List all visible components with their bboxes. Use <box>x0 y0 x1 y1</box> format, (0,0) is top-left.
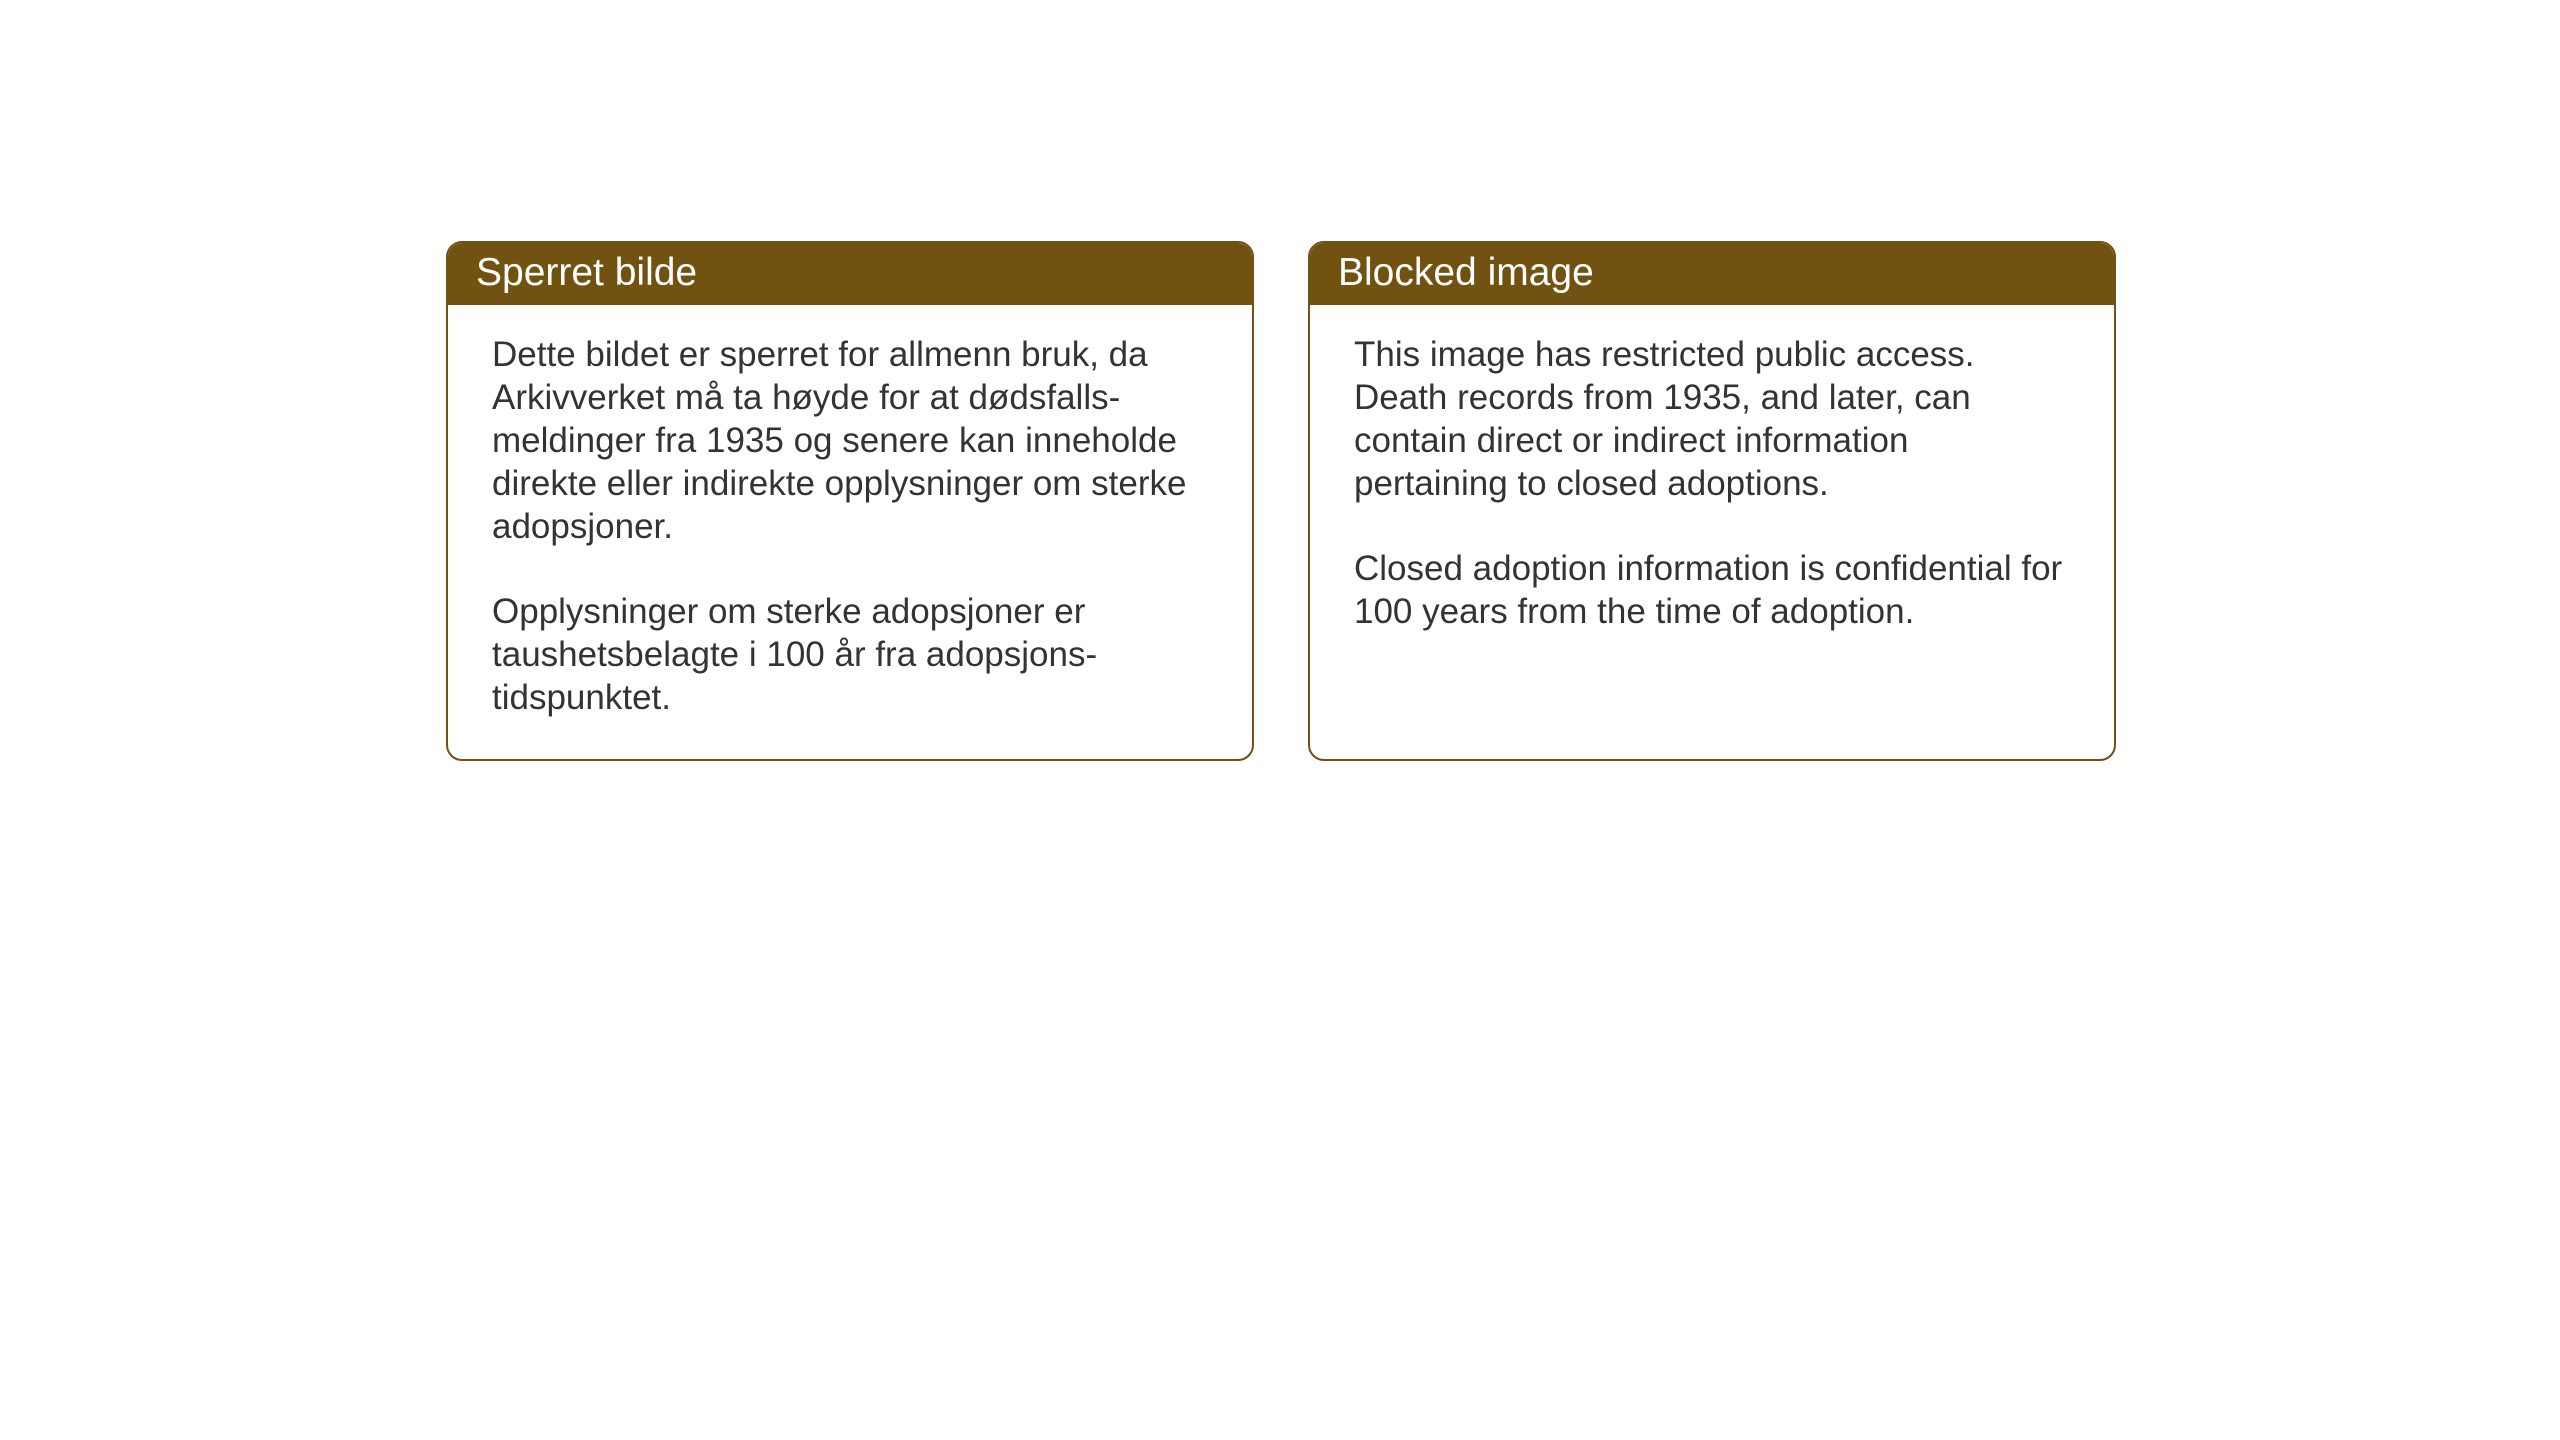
notice-paragraph-2-english: Closed adoption information is confident… <box>1354 547 2070 633</box>
notice-paragraph-2-norwegian: Opplysninger om sterke adopsjoner er tau… <box>492 590 1208 719</box>
notice-title-norwegian: Sperret bilde <box>476 251 697 294</box>
notice-body-norwegian: Dette bildet er sperret for allmenn bruk… <box>448 305 1252 759</box>
notice-header-english: Blocked image <box>1310 243 2114 305</box>
notice-header-norwegian: Sperret bilde <box>448 243 1252 305</box>
notice-paragraph-1-english: This image has restricted public access.… <box>1354 333 2070 505</box>
notice-card-norwegian: Sperret bilde Dette bildet er sperret fo… <box>446 241 1254 761</box>
notice-body-english: This image has restricted public access.… <box>1310 305 2114 749</box>
notice-title-english: Blocked image <box>1338 251 1594 294</box>
notice-paragraph-1-norwegian: Dette bildet er sperret for allmenn bruk… <box>492 333 1208 548</box>
notice-card-english: Blocked image This image has restricted … <box>1308 241 2116 761</box>
notice-container: Sperret bilde Dette bildet er sperret fo… <box>446 241 2116 761</box>
